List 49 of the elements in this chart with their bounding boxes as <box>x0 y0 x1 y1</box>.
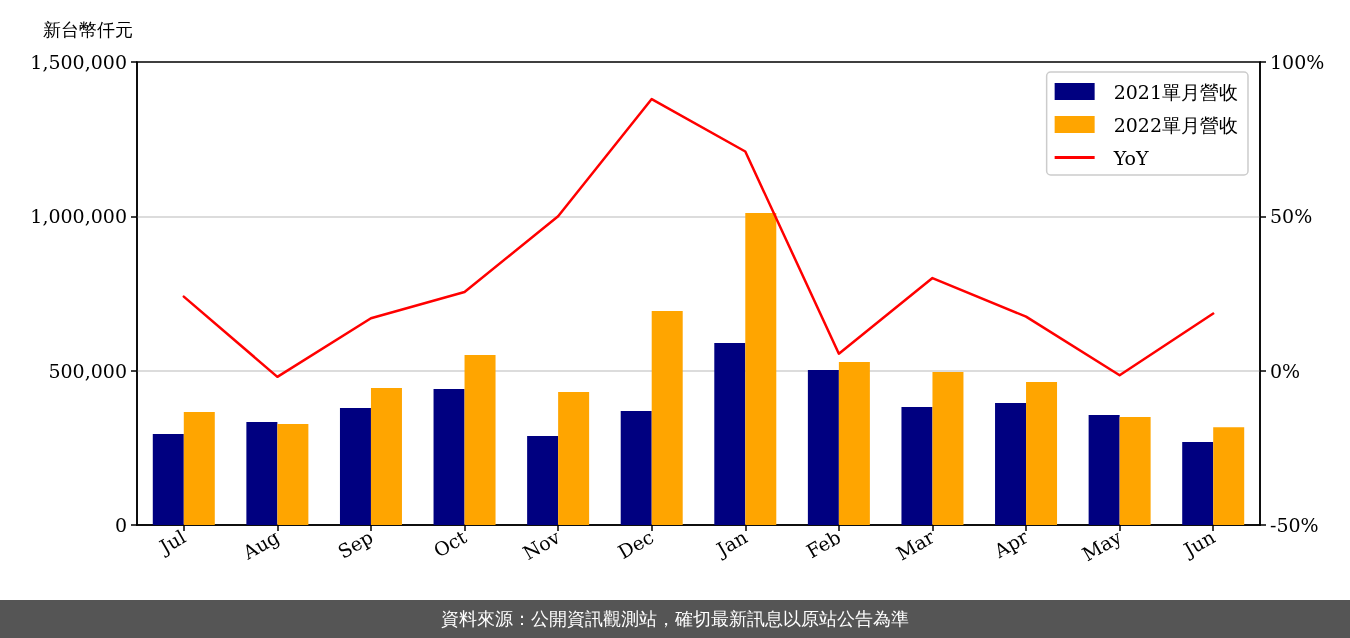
x-tick-label: Dec <box>614 525 658 564</box>
bar <box>932 371 964 525</box>
bar <box>339 408 371 525</box>
x-tick-label: Jul <box>154 525 190 559</box>
bar <box>527 436 559 525</box>
bar <box>1182 441 1214 525</box>
y2-tick-label: 100% <box>1270 51 1325 73</box>
bar <box>1119 416 1151 525</box>
bar <box>995 403 1027 525</box>
bar <box>838 362 870 525</box>
bar <box>370 387 402 525</box>
y2-tick-label: -50% <box>1270 514 1319 536</box>
bar <box>246 421 278 525</box>
source-note: 資料來源：公開資訊觀測站，確切最新訊息以原站公告為準 <box>441 607 909 631</box>
x-tick-label: Sep <box>333 525 377 563</box>
bar <box>620 411 652 525</box>
bar <box>1213 427 1245 525</box>
bar <box>558 391 590 525</box>
x-tick-label: May <box>1078 525 1126 566</box>
bar <box>901 407 933 525</box>
y2-tick-label: 50% <box>1270 205 1313 228</box>
x-tick-label: Oct <box>429 525 471 562</box>
legend-label: YoY <box>1112 146 1149 169</box>
bar <box>277 424 309 525</box>
bar <box>1088 415 1120 525</box>
y-tick-label: 0 <box>114 514 127 536</box>
x-tick-label: Nov <box>519 525 564 564</box>
x-tick-label: Aug <box>238 525 283 565</box>
bar <box>433 388 465 525</box>
bar <box>152 433 184 525</box>
bar <box>183 412 215 525</box>
bar <box>714 342 746 525</box>
y-tick-label: 500,000 <box>48 359 127 382</box>
y-tick-label: 1,500,000 <box>30 51 127 73</box>
bar <box>1026 382 1058 525</box>
x-tick-label: Feb <box>802 525 845 563</box>
x-tick-label: Jun <box>1178 525 1219 562</box>
bar <box>464 354 496 525</box>
x-tick-label: Apr <box>989 525 1033 563</box>
bar <box>651 311 683 525</box>
x-tick-label: Mar <box>892 525 939 565</box>
y-tick-label: 1,000,000 <box>30 205 127 228</box>
x-tick-label: Jan <box>711 525 751 562</box>
y-axis-title: 新台幣仟元 <box>43 18 133 40</box>
bar <box>745 212 777 525</box>
legend-label: 2021單月營收 <box>1113 80 1239 103</box>
legend-label: 2022單月營收 <box>1113 113 1239 136</box>
y2-tick-label: 0% <box>1270 359 1301 382</box>
bar <box>807 370 839 525</box>
